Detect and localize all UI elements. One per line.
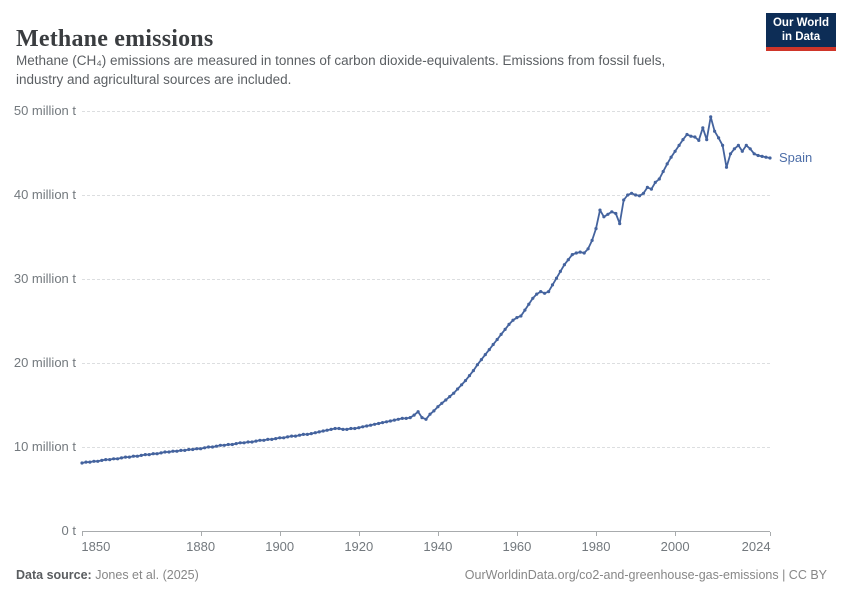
page-title: Methane emissions xyxy=(16,26,214,53)
x-axis-tick-label: 1980 xyxy=(581,539,611,554)
x-axis-tick-label: 1960 xyxy=(502,539,532,554)
y-axis-tick-label: 40 million t xyxy=(13,187,76,202)
data-source-value: Jones et al. (2025) xyxy=(91,568,199,582)
license-note: OurWorldinData.org/co2-and-greenhouse-ga… xyxy=(464,568,827,582)
x-axis-tick xyxy=(358,532,360,536)
x-axis-tick xyxy=(770,532,771,536)
x-axis-tick-label: 2000 xyxy=(660,539,690,554)
x-axis-tick xyxy=(516,532,518,536)
x-axis-line xyxy=(82,531,770,532)
data-source-label: Data source: xyxy=(16,568,92,582)
x-axis-tick xyxy=(675,532,677,536)
x-axis-tick xyxy=(82,532,83,536)
x-axis-tick-label: 1850 xyxy=(81,539,111,554)
x-axis-tick xyxy=(279,532,281,536)
gridline xyxy=(82,279,770,280)
y-axis-tick-label: 10 million t xyxy=(13,439,76,454)
data-source-note: Data source: Jones et al. (2025) xyxy=(16,568,199,582)
x-axis-tick xyxy=(437,532,439,536)
y-axis-tick-label: 30 million t xyxy=(13,271,76,286)
owid-logo-line-2: in Data xyxy=(781,30,821,43)
gridline xyxy=(82,363,770,364)
x-axis-tick-label: 1920 xyxy=(344,539,374,554)
subtitle-line-2: industry and agricultural sources are in… xyxy=(16,71,292,87)
chart-subtitle: Methane (CH₄) emissions are measured in … xyxy=(16,52,746,89)
subtitle-line-1: Methane (CH₄) emissions are measured in … xyxy=(16,53,666,68)
y-axis-tick-label: 0 t xyxy=(61,523,76,538)
x-axis-tick-label: 1880 xyxy=(186,539,216,554)
series-point-markers xyxy=(80,115,772,465)
series-entity-label[interactable]: Spain xyxy=(779,150,813,166)
gridline xyxy=(82,195,770,196)
x-axis-tick-label: 1940 xyxy=(423,539,453,554)
series-line-spain[interactable] xyxy=(81,116,771,464)
x-axis-tick xyxy=(596,532,598,536)
owid-logo[interactable]: Our World in Data xyxy=(765,13,836,51)
y-axis-tick-label: 50 million t xyxy=(13,103,76,118)
x-axis-tick-label: 2024 xyxy=(741,539,771,554)
gridline xyxy=(82,111,770,112)
owid-logo-line-1: Our World xyxy=(772,17,829,29)
y-axis-tick-label: 20 million t xyxy=(13,355,76,370)
x-axis-tick xyxy=(200,532,202,536)
x-axis-tick-label: 1900 xyxy=(265,539,295,554)
gridline xyxy=(82,447,770,448)
